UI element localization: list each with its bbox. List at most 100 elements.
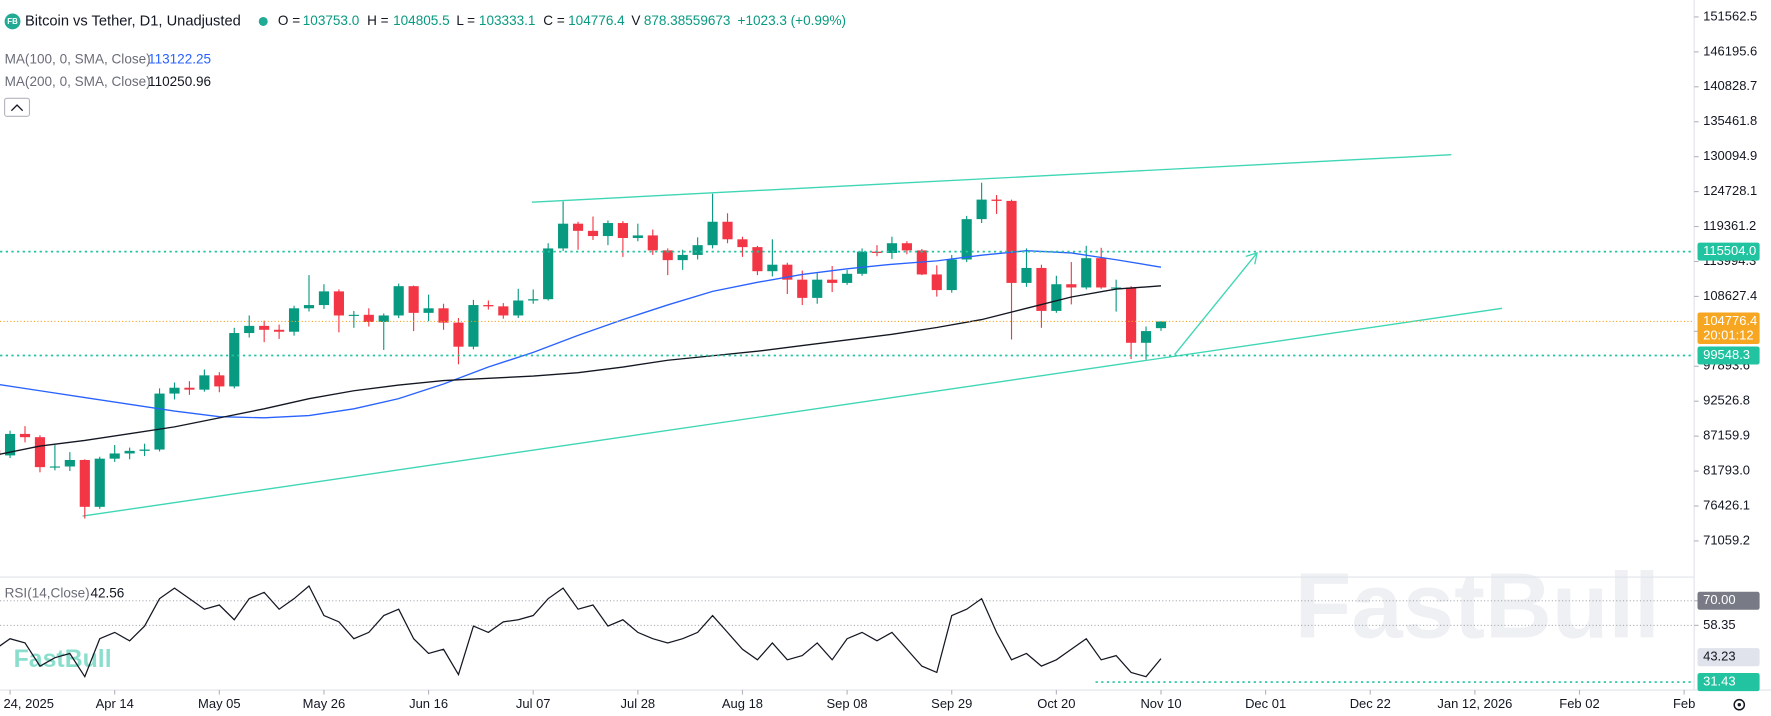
level-badge-label: 115504.0	[1703, 243, 1756, 258]
x-tick-label: Jan 12, 2026	[1437, 696, 1512, 711]
legend-name[interactable]: MA(100, 0, SMA, Close)	[5, 51, 151, 66]
arrow-head	[1245, 251, 1258, 265]
candle-body	[79, 459, 90, 507]
plot	[0, 16, 1699, 695]
candle-body	[558, 223, 569, 249]
candle-body	[617, 223, 628, 239]
watermark-small: FastBull	[14, 646, 112, 673]
candle-body	[64, 459, 75, 467]
candle-body	[1021, 267, 1032, 283]
candle-body	[722, 221, 733, 240]
icon-text: FB	[7, 17, 18, 26]
y-tick-label: 58.35	[1703, 617, 1735, 632]
overlay: 24, 2025 Apr 14 May 05 May 26 Jun 16 Jul 07 Ju…	[3, 8, 1760, 711]
ohlc-value: 104776.4	[568, 13, 625, 28]
level-badge	[1697, 242, 1760, 261]
projection-arrow[interactable]	[1174, 252, 1258, 356]
rsi-badge-label: 31.43	[1703, 674, 1735, 689]
x-tick-label: Jul 28	[621, 696, 656, 711]
y-tick-label: 87159.9	[1703, 428, 1750, 443]
rsi-tick-badge-label: 70.00	[1703, 592, 1735, 607]
candle-body	[423, 308, 434, 313]
candle-body	[782, 264, 793, 280]
symbol-icon	[4, 13, 21, 30]
ohlc-value: 103753.0	[303, 13, 360, 28]
candle-body	[408, 286, 419, 313]
ohlc-label: C =	[543, 13, 565, 28]
y-tick-label: 92526.8	[1703, 393, 1750, 408]
settings-icon[interactable]	[1733, 698, 1746, 711]
y-tick-label: 108627.4	[1703, 288, 1757, 303]
x-tick-label: Feb	[1673, 696, 1695, 711]
rsi-badge-label: 43.23	[1703, 649, 1735, 664]
x-tick-label: Sep 08	[827, 696, 868, 711]
level-badge-label: 99548.3	[1703, 347, 1750, 362]
candle-body	[1140, 331, 1152, 343]
ohlc-value: 878.38559673	[644, 13, 731, 28]
candle-body	[109, 453, 120, 459]
last-price-label: 104776.4	[1703, 313, 1757, 328]
collapse-button[interactable]	[4, 97, 31, 117]
candle-body	[1155, 321, 1167, 329]
candle-body	[139, 449, 150, 451]
change: +1023.3 (+0.99%)	[738, 13, 846, 28]
legend-name[interactable]: MA(200, 0, SMA, Close)	[5, 74, 151, 89]
symbol-title[interactable]: Bitcoin vs Tether, D1, Unadjusted	[25, 13, 241, 29]
candle-body	[259, 325, 270, 330]
x-tick-label: Jul 07	[516, 696, 551, 711]
candle-body	[274, 329, 285, 332]
gear[interactable]	[1733, 698, 1746, 711]
candle-body	[214, 375, 225, 387]
legend-value: 110250.96	[148, 74, 211, 89]
candle-body	[842, 273, 853, 283]
candle-body	[827, 279, 838, 283]
candle-body	[199, 375, 210, 390]
candle-body	[1066, 284, 1077, 288]
x-tick-label: May 26	[303, 696, 346, 711]
watermark: FastBull	[1295, 554, 1660, 658]
candle-body	[886, 243, 898, 253]
candle-body	[976, 199, 987, 220]
candle-body	[737, 239, 748, 248]
y-tick-label: 135461.8	[1703, 113, 1757, 128]
rsi-tick-badge	[1697, 591, 1760, 610]
candle-body	[528, 299, 539, 301]
candle-body	[393, 286, 404, 316]
candle-body	[49, 466, 60, 468]
x-tick-label: Feb 02	[1559, 696, 1599, 711]
candle-body	[632, 235, 643, 239]
candle-body	[513, 300, 524, 316]
rsi-title[interactable]: RSI(14,Close)	[5, 586, 90, 601]
candle-body	[124, 450, 135, 454]
candle-body	[752, 247, 763, 272]
candle-body	[692, 245, 703, 255]
x-tick-label: Nov 10	[1140, 696, 1181, 711]
y-tick-label: 151562.5	[1703, 8, 1757, 23]
candle-body	[378, 315, 389, 322]
candle-body	[931, 274, 942, 291]
candle-body	[812, 279, 823, 298]
x-tick-label: May 05	[198, 696, 241, 711]
ohlc-label: V	[631, 13, 640, 28]
x-tick-label: Apr 14	[96, 696, 134, 711]
candle-body	[19, 433, 31, 438]
trendline-lower[interactable]	[82, 307, 1503, 517]
candle-body	[4, 433, 16, 456]
trendline-upper[interactable]	[531, 154, 1452, 203]
ohlc-value: 104805.5	[393, 13, 450, 28]
candle-body	[468, 305, 479, 347]
candle-body	[677, 254, 688, 261]
candle-body	[1081, 258, 1092, 288]
candle-body	[229, 333, 240, 387]
candle-body	[184, 387, 195, 390]
candle-body	[1036, 267, 1047, 311]
x-tick-label: Sep 29	[931, 696, 972, 711]
candle-body	[1111, 287, 1122, 289]
watermark-layer: FastBull FastBull	[14, 554, 1660, 674]
rsi-badge	[1697, 673, 1760, 692]
candle-body	[1126, 287, 1137, 343]
legend-value: 113122.25	[148, 51, 211, 66]
rsi-line	[0, 585, 1162, 679]
